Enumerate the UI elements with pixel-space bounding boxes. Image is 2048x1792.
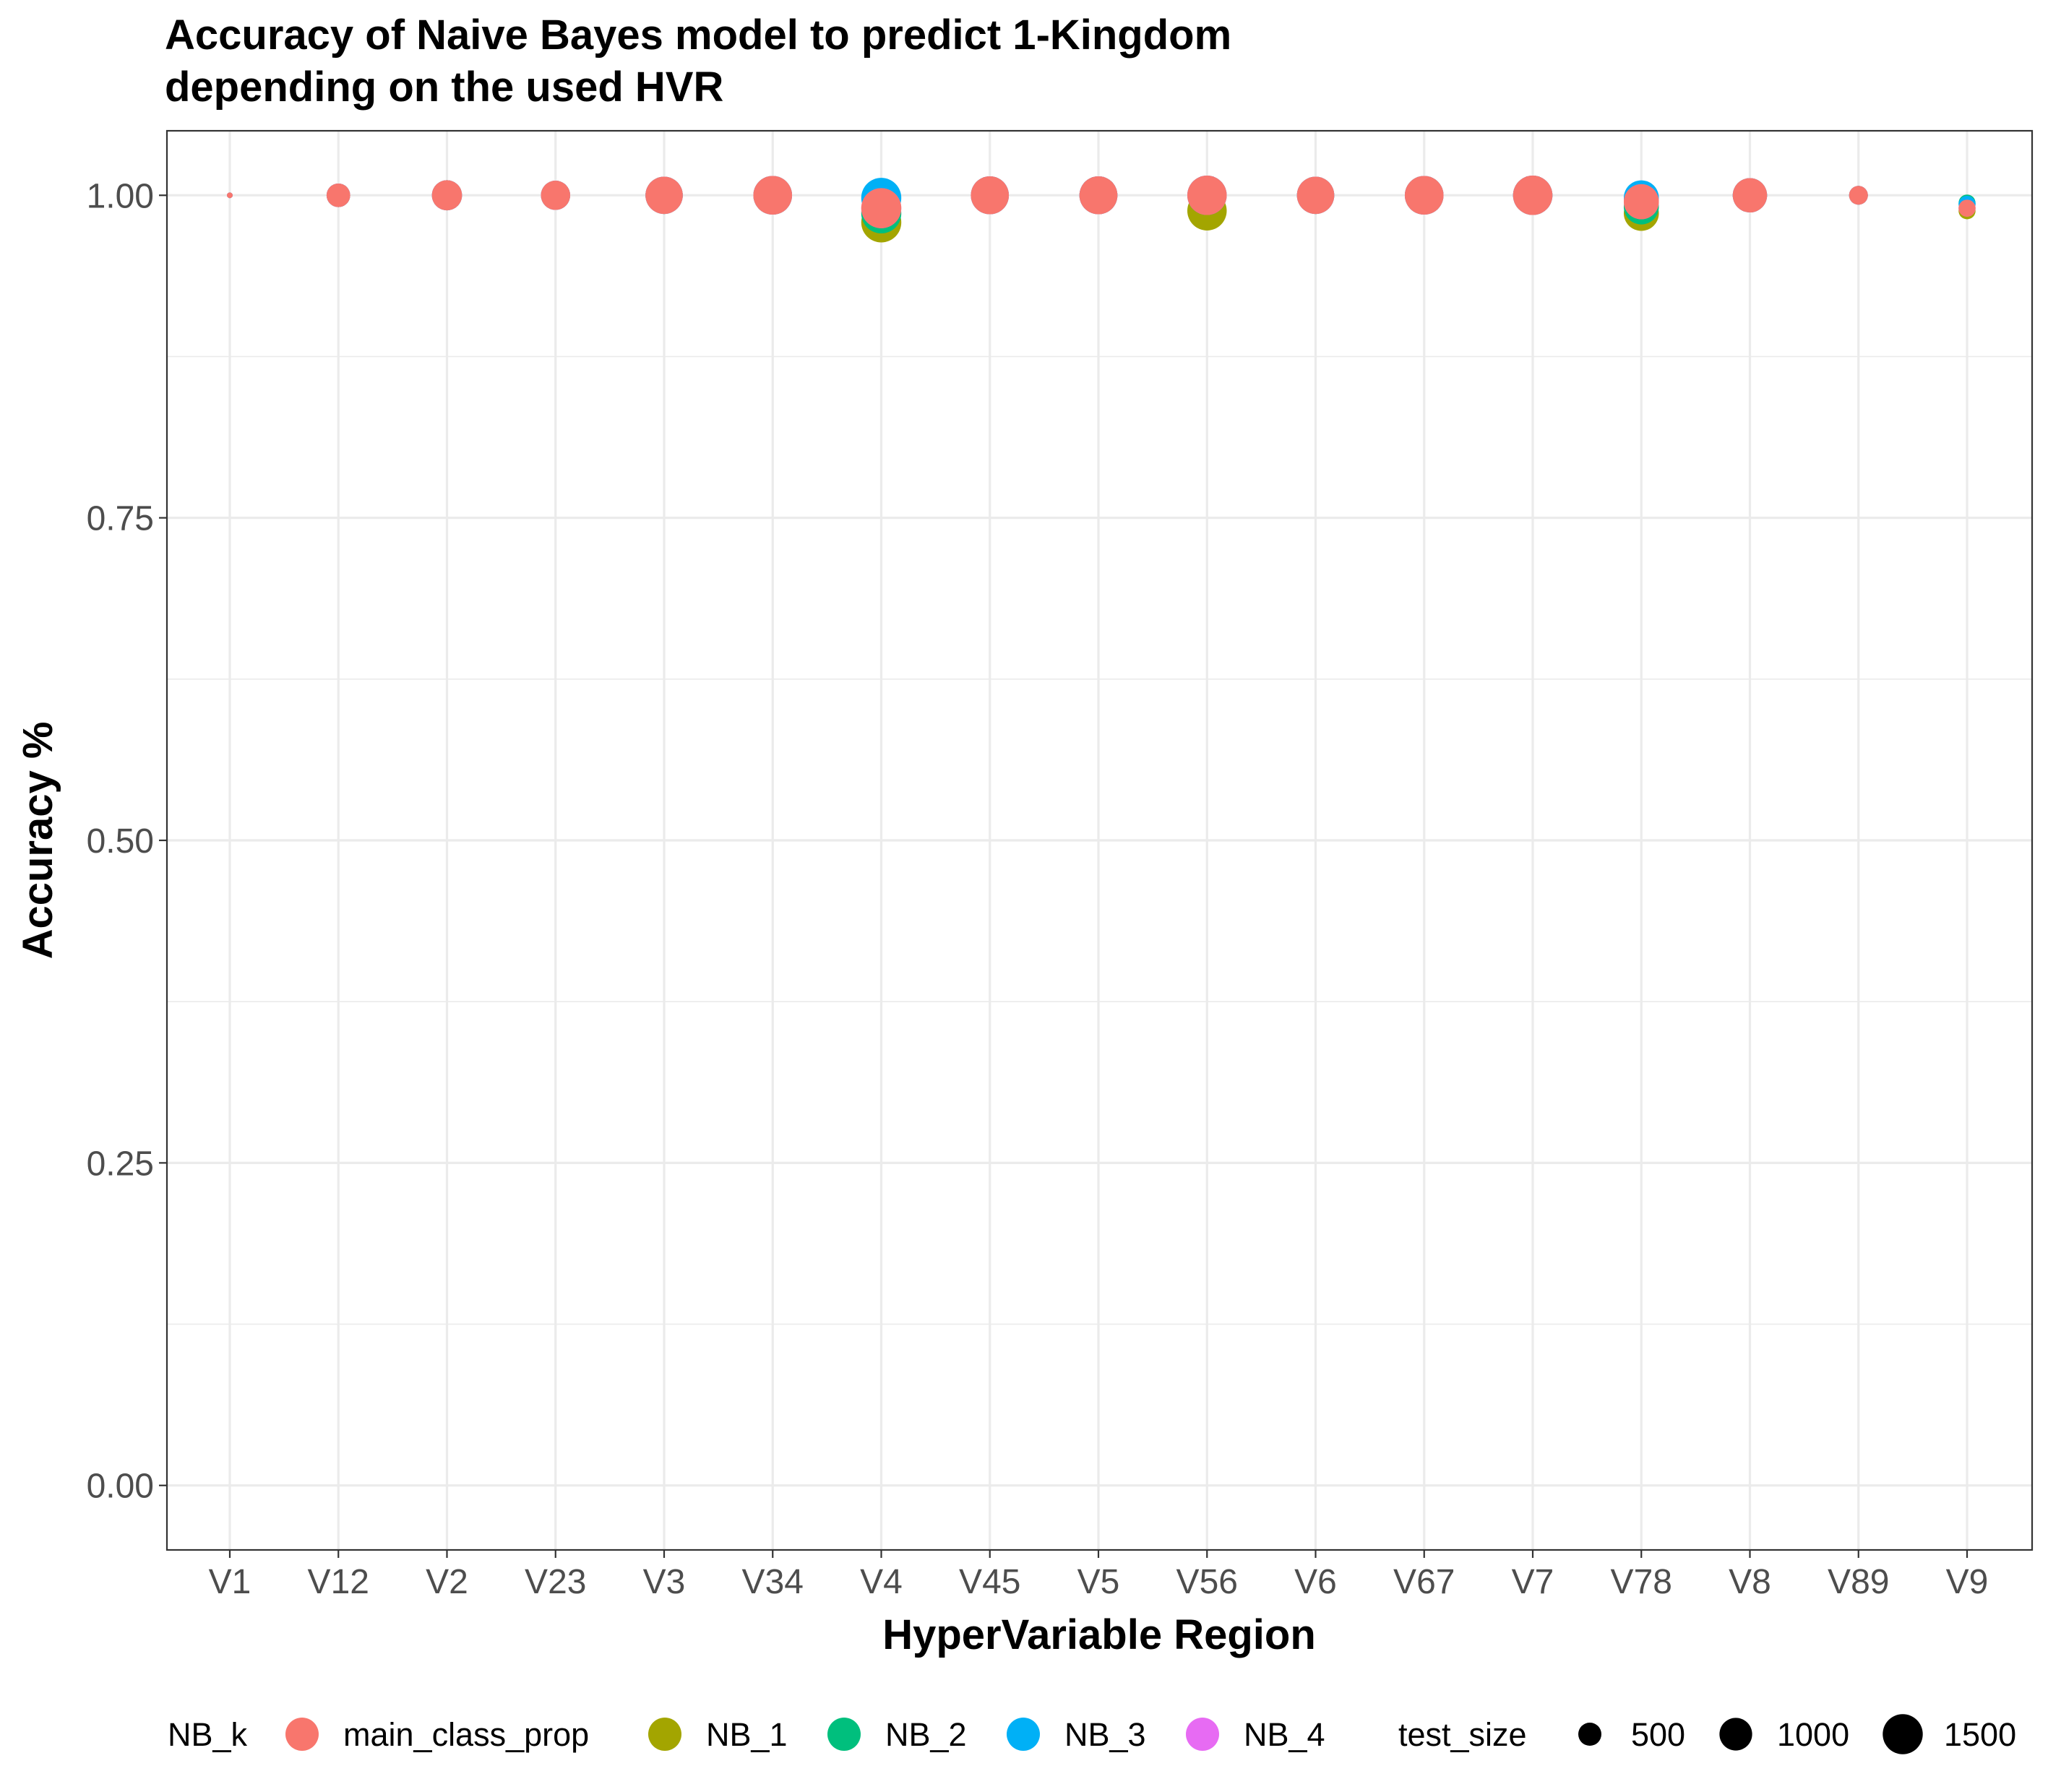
size-legend-key bbox=[1719, 1718, 1752, 1751]
size-legend-label: 500 bbox=[1631, 1716, 1685, 1753]
legend-key-NB_1 bbox=[648, 1718, 681, 1751]
y-tick-label: 0.50 bbox=[87, 822, 154, 861]
data-point bbox=[431, 180, 462, 211]
data-point bbox=[326, 183, 350, 207]
y-tick-label: 1.00 bbox=[87, 177, 154, 215]
x-tick-label: V1 bbox=[209, 1563, 251, 1601]
x-axis: V1 V12 V2 V23 V3 V34 V4 V45 V5 V56 V6 V67 V7 V78 V8 V89… bbox=[209, 1550, 1989, 1601]
size-legend-key bbox=[1883, 1714, 1923, 1754]
x-tick-label: V67 bbox=[1393, 1563, 1455, 1601]
x-tick-label: V5 bbox=[1077, 1563, 1120, 1601]
y-tick-label: 0.25 bbox=[87, 1145, 154, 1183]
data-point bbox=[971, 176, 1010, 215]
x-tick-label: V8 bbox=[1729, 1563, 1771, 1601]
data-point bbox=[1079, 176, 1118, 215]
color-legend-title: NB_k bbox=[168, 1716, 248, 1753]
x-tick-label: V12 bbox=[308, 1563, 369, 1601]
y-tick-label: 0.75 bbox=[87, 500, 154, 538]
legend-label-main_class_prop: main_class_prop bbox=[343, 1716, 589, 1753]
y-tick-label: 0.00 bbox=[87, 1468, 154, 1506]
legend-key-NB_3 bbox=[1007, 1718, 1040, 1751]
y-axis-title: Accuracy % bbox=[14, 722, 61, 960]
x-tick-label: V9 bbox=[1946, 1563, 1989, 1601]
data-point bbox=[861, 188, 902, 228]
x-tick-label: V45 bbox=[959, 1563, 1020, 1601]
legend-key-main_class_prop bbox=[285, 1718, 319, 1751]
x-tick-label: V23 bbox=[525, 1563, 586, 1601]
data-points bbox=[227, 176, 1976, 243]
data-point bbox=[645, 176, 683, 215]
data-point bbox=[1849, 186, 1868, 205]
legend-label-NB_2: NB_2 bbox=[885, 1716, 967, 1753]
y-axis: 0.00 0.25 0.50 0.75 1.00 bbox=[87, 177, 167, 1506]
size-legend-label: 1000 bbox=[1777, 1716, 1849, 1753]
chart-title-line-1: Accuracy of Naive Bayes model to predict… bbox=[165, 12, 1231, 59]
x-tick-label: V7 bbox=[1512, 1563, 1554, 1601]
legend: NB_k test_size main_class_prop NB_1 NB_2 NB… bbox=[168, 1714, 2016, 1754]
data-point bbox=[1958, 199, 1976, 217]
data-point bbox=[227, 192, 233, 199]
x-tick-label: V4 bbox=[860, 1563, 903, 1601]
data-point bbox=[1732, 178, 1768, 213]
x-tick-label: V2 bbox=[426, 1563, 468, 1601]
data-point bbox=[1623, 184, 1659, 220]
x-tick-label: V6 bbox=[1294, 1563, 1337, 1601]
x-tick-label: V89 bbox=[1828, 1563, 1889, 1601]
chart-title-line-2: depending on the used HVR bbox=[165, 64, 723, 111]
data-point bbox=[1187, 176, 1227, 215]
x-tick-label: V56 bbox=[1176, 1563, 1238, 1601]
data-point bbox=[1513, 176, 1553, 215]
x-tick-label: V34 bbox=[742, 1563, 804, 1601]
legend-key-NB_2 bbox=[827, 1718, 861, 1751]
legend-label-NB_1: NB_1 bbox=[706, 1716, 788, 1753]
size-legend-key bbox=[1578, 1723, 1601, 1746]
x-tick-label: V78 bbox=[1611, 1563, 1672, 1601]
grid-lines bbox=[167, 131, 2032, 1550]
x-tick-label: V3 bbox=[643, 1563, 686, 1601]
series-main_class_prop bbox=[227, 176, 1976, 228]
data-point bbox=[541, 181, 570, 210]
legend-label-NB_4: NB_4 bbox=[1244, 1716, 1325, 1753]
data-point bbox=[753, 176, 793, 215]
legend-key-NB_4 bbox=[1186, 1718, 1219, 1751]
size-legend-label: 1500 bbox=[1944, 1716, 2016, 1753]
size-legend-title: test_size bbox=[1398, 1716, 1527, 1753]
data-point bbox=[1296, 176, 1335, 215]
data-point bbox=[1404, 176, 1444, 215]
legend-label-NB_3: NB_3 bbox=[1064, 1716, 1146, 1753]
x-axis-title: HyperVariable Region bbox=[882, 1611, 1316, 1658]
